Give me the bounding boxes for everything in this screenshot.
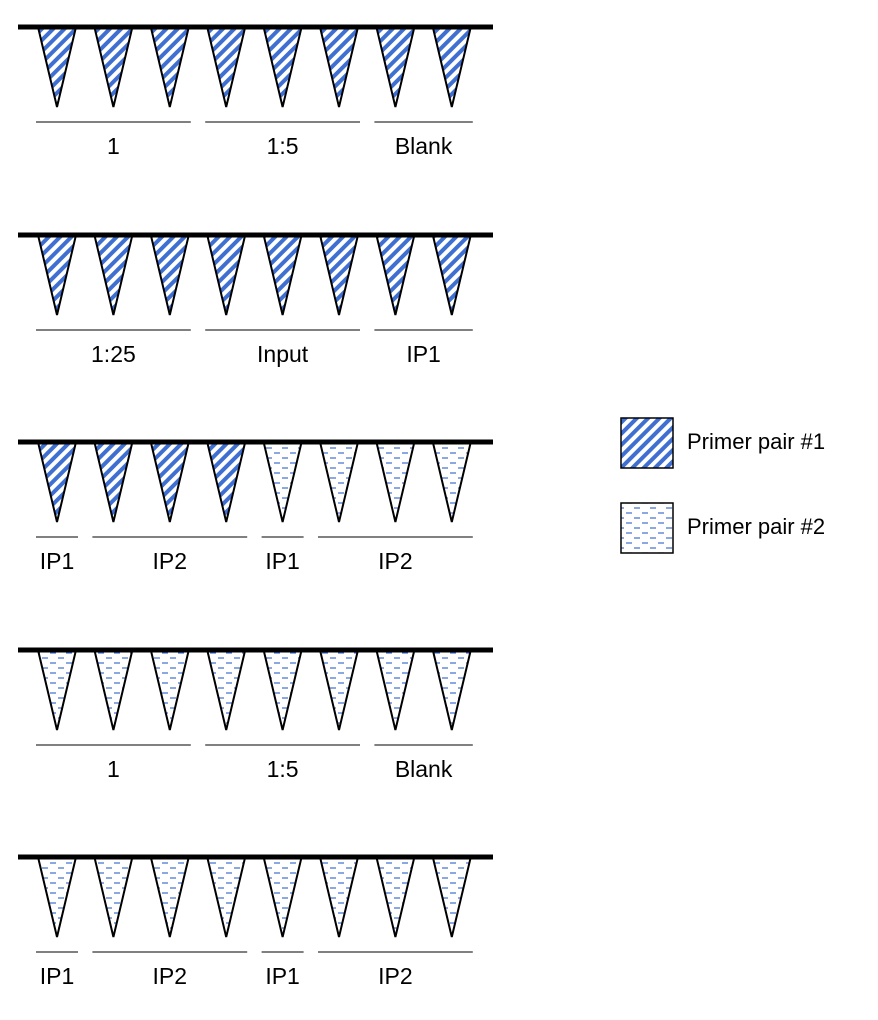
group-label: 1 [107,133,120,159]
group-label: IP2 [378,548,413,574]
well-dashed [375,649,416,731]
well-diagonal [205,234,247,316]
well-dashed [36,649,78,731]
group-label: Blank [395,756,453,782]
well-diagonal [431,26,473,108]
well-diagonal [93,234,134,316]
group-label: IP1 [40,963,75,989]
well-dashed [318,856,360,938]
strip-1: 1 1:5 Blank [18,24,493,159]
strips-layer: 1 1:5 Blank 1:25 Input IP1 IP1 IP2 IP1 IP2 1 1:5 Bla… [18,24,493,989]
well-dashed [262,441,303,523]
well-diagonal [375,26,416,108]
well-diagonal [36,441,78,523]
group-label: Input [257,341,309,367]
group-label: IP2 [153,963,188,989]
well-diagonal [262,234,303,316]
group-label: 1:5 [267,133,299,159]
group-label: IP1 [406,341,441,367]
strip-5: IP1 IP2 IP1 IP2 [18,854,493,989]
well-diagonal [262,26,303,108]
strip-4: 1 1:5 Blank [18,647,493,782]
well-diagonal [93,441,134,523]
group-label: 1:25 [91,341,136,367]
well-dashed [93,649,134,731]
legend-label: Primer pair #2 [687,514,825,539]
group-label: 1 [107,756,120,782]
group-label: IP1 [265,963,300,989]
well-dashed [431,856,473,938]
well-diagonal [318,26,360,108]
group-label: IP2 [378,963,413,989]
well-dashed [205,649,247,731]
well-dashed [431,649,473,731]
group-label: 1:5 [267,756,299,782]
well-diagonal [36,234,78,316]
well-diagonal [431,234,473,316]
group-label: IP1 [265,548,300,574]
well-diagonal [149,234,191,316]
well-diagonal [93,26,134,108]
well-dashed [318,441,360,523]
legend-item-2: Primer pair #2 [620,502,825,554]
group-label: Blank [395,133,453,159]
well-dashed [375,856,416,938]
well-diagonal [205,26,247,108]
well-dashed [205,856,247,938]
well-diagonal [375,234,416,316]
strip-3: IP1 IP2 IP1 IP2 [18,439,493,574]
well-dashed [36,856,78,938]
well-dashed [149,649,191,731]
well-diagonal [36,26,78,108]
well-diagonal [149,441,191,523]
legend: Primer pair #1 Primer pair #2 [620,417,825,554]
legend-swatch-diagonal [620,417,674,469]
well-dashed [262,856,303,938]
legend-swatch-dashed [620,502,674,554]
well-dashed [93,856,134,938]
legend-label: Primer pair #1 [687,429,825,454]
well-dashed [149,856,191,938]
well-dashed [375,441,416,523]
well-dashed [318,649,360,731]
group-label: IP2 [153,548,188,574]
well-diagonal [318,234,360,316]
well-dashed [262,649,303,731]
group-label: IP1 [40,548,75,574]
well-diagonal [205,441,247,523]
strip-2: 1:25 Input IP1 [18,232,493,367]
well-dashed [431,441,473,523]
well-diagonal [149,26,191,108]
legend-item-1: Primer pair #1 [620,417,825,469]
